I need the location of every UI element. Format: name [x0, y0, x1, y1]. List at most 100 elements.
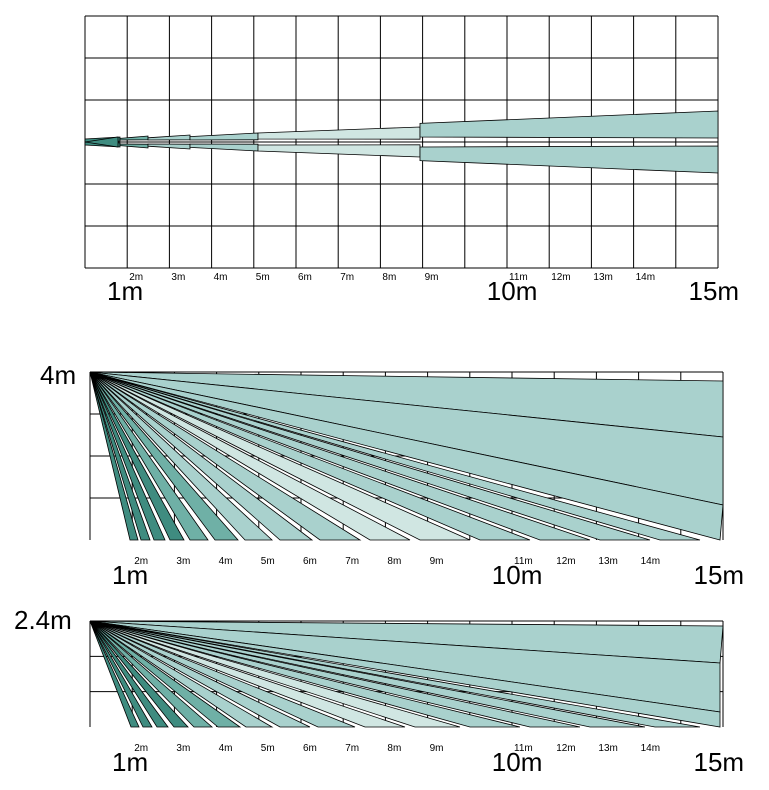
distance-tick-label: 14m — [641, 743, 660, 754]
distance-tick-label: 13m — [593, 272, 612, 283]
distance-tick-label: 8m — [387, 743, 401, 754]
beam-segment-upper — [257, 126, 421, 140]
distance-tick-label: 3m — [171, 272, 185, 283]
beam-wedge — [89, 371, 411, 541]
beam-wedge — [89, 620, 311, 728]
top-view-grid — [84, 15, 719, 269]
beam-wedge — [89, 620, 214, 728]
beam-wedge — [89, 371, 314, 541]
distance-tick-label: 4m — [219, 556, 233, 567]
beam-wedge — [89, 371, 139, 541]
beam-wedge — [89, 371, 274, 541]
beam-wedge — [89, 371, 362, 541]
beam-wedge — [89, 620, 189, 728]
distance-tick-label: 3m — [176, 556, 190, 567]
beam-wedge — [89, 620, 153, 728]
distance-tick-label: 3m — [176, 743, 190, 754]
beam-wedge — [89, 620, 274, 728]
distance-tick-label: 1m — [107, 276, 143, 306]
distance-tick-label: 15m — [689, 276, 740, 306]
distance-tick-label: 12m — [556, 556, 575, 567]
beam-wedge — [89, 620, 242, 728]
beam-wedge — [89, 620, 406, 728]
distance-tick-label: 2m — [134, 556, 148, 567]
beam-apex — [84, 136, 119, 148]
beam-wedge — [89, 371, 531, 541]
distance-tick-label: 12m — [551, 272, 570, 283]
height-label-4m: 4m — [40, 360, 76, 390]
distance-tick-label: 6m — [303, 556, 317, 567]
distance-tick-label: 15m — [694, 747, 745, 777]
distance-tick-label: 9m — [430, 556, 444, 567]
beam-wedge — [89, 620, 701, 728]
distance-tick-label: 14m — [641, 556, 660, 567]
distance-tick-label: 15m — [694, 560, 745, 590]
beam-wedge — [89, 620, 521, 728]
beam-wedge — [89, 620, 721, 728]
beam-segment-lower — [119, 143, 149, 149]
distance-tick-label: 1m — [112, 560, 148, 590]
distance-tick-label: 2m — [129, 272, 143, 283]
distance-tick-label: 14m — [636, 272, 655, 283]
distance-tick-label: 7m — [340, 272, 354, 283]
height-label-2-4m: 2.4m — [14, 605, 72, 635]
distance-tick-label: 10m — [492, 747, 543, 777]
top-view-beams — [84, 110, 719, 174]
beam-wedge — [89, 371, 591, 541]
distance-tick-label: 13m — [598, 556, 617, 567]
beam-segment-lower — [257, 144, 421, 158]
beam-wedge — [89, 371, 724, 541]
beam-segment-lower — [147, 143, 191, 150]
distance-tick-label: 7m — [345, 556, 359, 567]
distance-tick-label: 11m — [514, 556, 533, 567]
beam-wedge — [89, 371, 651, 541]
distance-tick-label: 10m — [492, 560, 543, 590]
distance-tick-label: 8m — [387, 556, 401, 567]
distance-tick-label: 10m — [487, 276, 538, 306]
distance-tick-label: 4m — [214, 272, 228, 283]
distance-tick-label: 7m — [345, 743, 359, 754]
beam-wedge — [89, 371, 239, 541]
distance-tick-label: 2m — [134, 743, 148, 754]
beam-segment-lower — [189, 143, 259, 152]
distance-tick-label: 9m — [425, 272, 439, 283]
distance-tick-label: 5m — [261, 743, 275, 754]
beam-segment-upper — [119, 135, 149, 141]
distance-tick-label: 6m — [298, 272, 312, 283]
distance-tick-label: 12m — [556, 743, 575, 754]
distance-tick-label: 6m — [303, 743, 317, 754]
distance-tick-label: 5m — [256, 272, 270, 283]
distance-tick-label: 9m — [430, 743, 444, 754]
beam-wedge — [89, 620, 140, 728]
beam-wedge — [89, 371, 185, 541]
distance-tick-label: 4m — [219, 743, 233, 754]
beam-wedge — [89, 620, 581, 728]
distance-tick-label: 8m — [382, 272, 396, 283]
side-view-4m-beams — [89, 371, 724, 541]
beam-wedge — [89, 620, 356, 728]
distance-tick-label: 13m — [598, 743, 617, 754]
beam-segment-upper — [189, 132, 259, 141]
distance-tick-label: 1m — [112, 747, 148, 777]
beam-wedge — [89, 620, 169, 728]
beam-wedge — [89, 371, 209, 541]
beam-wedge — [89, 371, 471, 541]
distance-tick-label: 5m — [261, 556, 275, 567]
side-view-2-4m-beams — [89, 620, 724, 728]
beam-wedge — [89, 371, 166, 541]
beam-segment-upper — [147, 134, 191, 141]
beam-segment-upper — [419, 110, 719, 139]
beam-wedge — [89, 371, 151, 541]
distance-tick-label: 11m — [514, 743, 533, 754]
beam-wedge — [89, 371, 701, 541]
beam-wedge — [89, 620, 461, 728]
distance-tick-label: 11m — [509, 272, 528, 283]
beam-wedge — [89, 620, 646, 728]
beam-segment-lower — [419, 145, 719, 174]
